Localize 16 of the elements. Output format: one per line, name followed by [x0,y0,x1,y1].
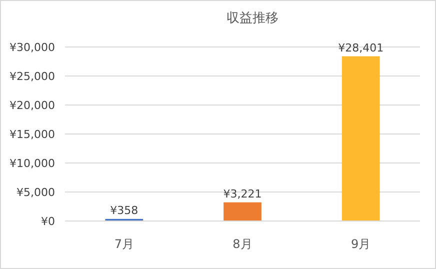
y-tick-label: ¥25,000 [10,70,55,83]
y-tick-label: ¥10,000 [10,157,55,170]
y-tick-label: ¥30,000 [10,41,55,54]
x-tick-label: 8月 [232,237,252,251]
data-label: ¥3,221 [223,187,262,200]
y-tick-label: ¥20,000 [10,99,55,112]
data-label: ¥358 [110,204,138,217]
bar [224,202,262,221]
x-tick-label: 9月 [351,237,371,251]
x-tick-label: 7月 [114,237,134,251]
y-tick-label: ¥5,000 [16,186,55,199]
data-label: ¥28,401 [338,41,384,54]
bar [342,56,380,221]
y-tick-label: ¥0 [41,215,55,228]
y-tick-label: ¥15,000 [10,128,55,141]
chart-title: 収益推移 [226,11,278,26]
